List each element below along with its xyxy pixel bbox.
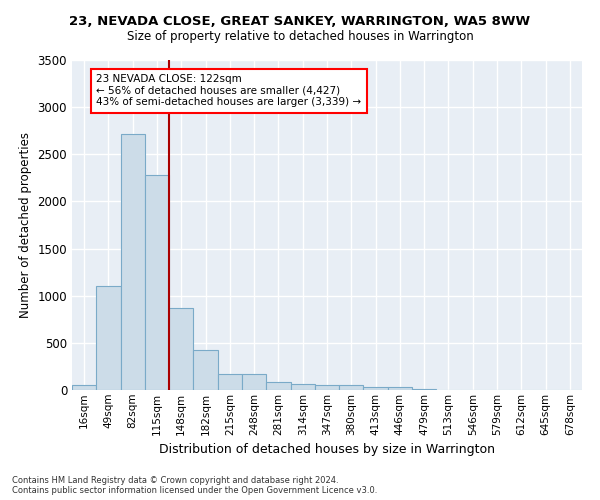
Bar xyxy=(290,384,315,390)
Text: Size of property relative to detached houses in Warrington: Size of property relative to detached ho… xyxy=(127,30,473,43)
Bar xyxy=(339,386,364,390)
Bar xyxy=(169,308,193,390)
X-axis label: Distribution of detached houses by size in Warrington: Distribution of detached houses by size … xyxy=(159,443,495,456)
Bar xyxy=(193,350,218,390)
Bar xyxy=(72,386,96,390)
Text: 23, NEVADA CLOSE, GREAT SANKEY, WARRINGTON, WA5 8WW: 23, NEVADA CLOSE, GREAT SANKEY, WARRINGT… xyxy=(70,15,530,28)
Text: 23 NEVADA CLOSE: 122sqm
← 56% of detached houses are smaller (4,427)
43% of semi: 23 NEVADA CLOSE: 122sqm ← 56% of detache… xyxy=(96,74,361,108)
Bar xyxy=(145,175,169,390)
Bar xyxy=(364,387,388,390)
Bar xyxy=(412,389,436,390)
Bar xyxy=(218,374,242,390)
Bar xyxy=(96,286,121,390)
Text: Contains HM Land Registry data © Crown copyright and database right 2024.
Contai: Contains HM Land Registry data © Crown c… xyxy=(12,476,377,495)
Bar xyxy=(121,134,145,390)
Bar xyxy=(266,382,290,390)
Bar xyxy=(242,374,266,390)
Bar xyxy=(315,386,339,390)
Bar xyxy=(388,388,412,390)
Y-axis label: Number of detached properties: Number of detached properties xyxy=(19,132,32,318)
